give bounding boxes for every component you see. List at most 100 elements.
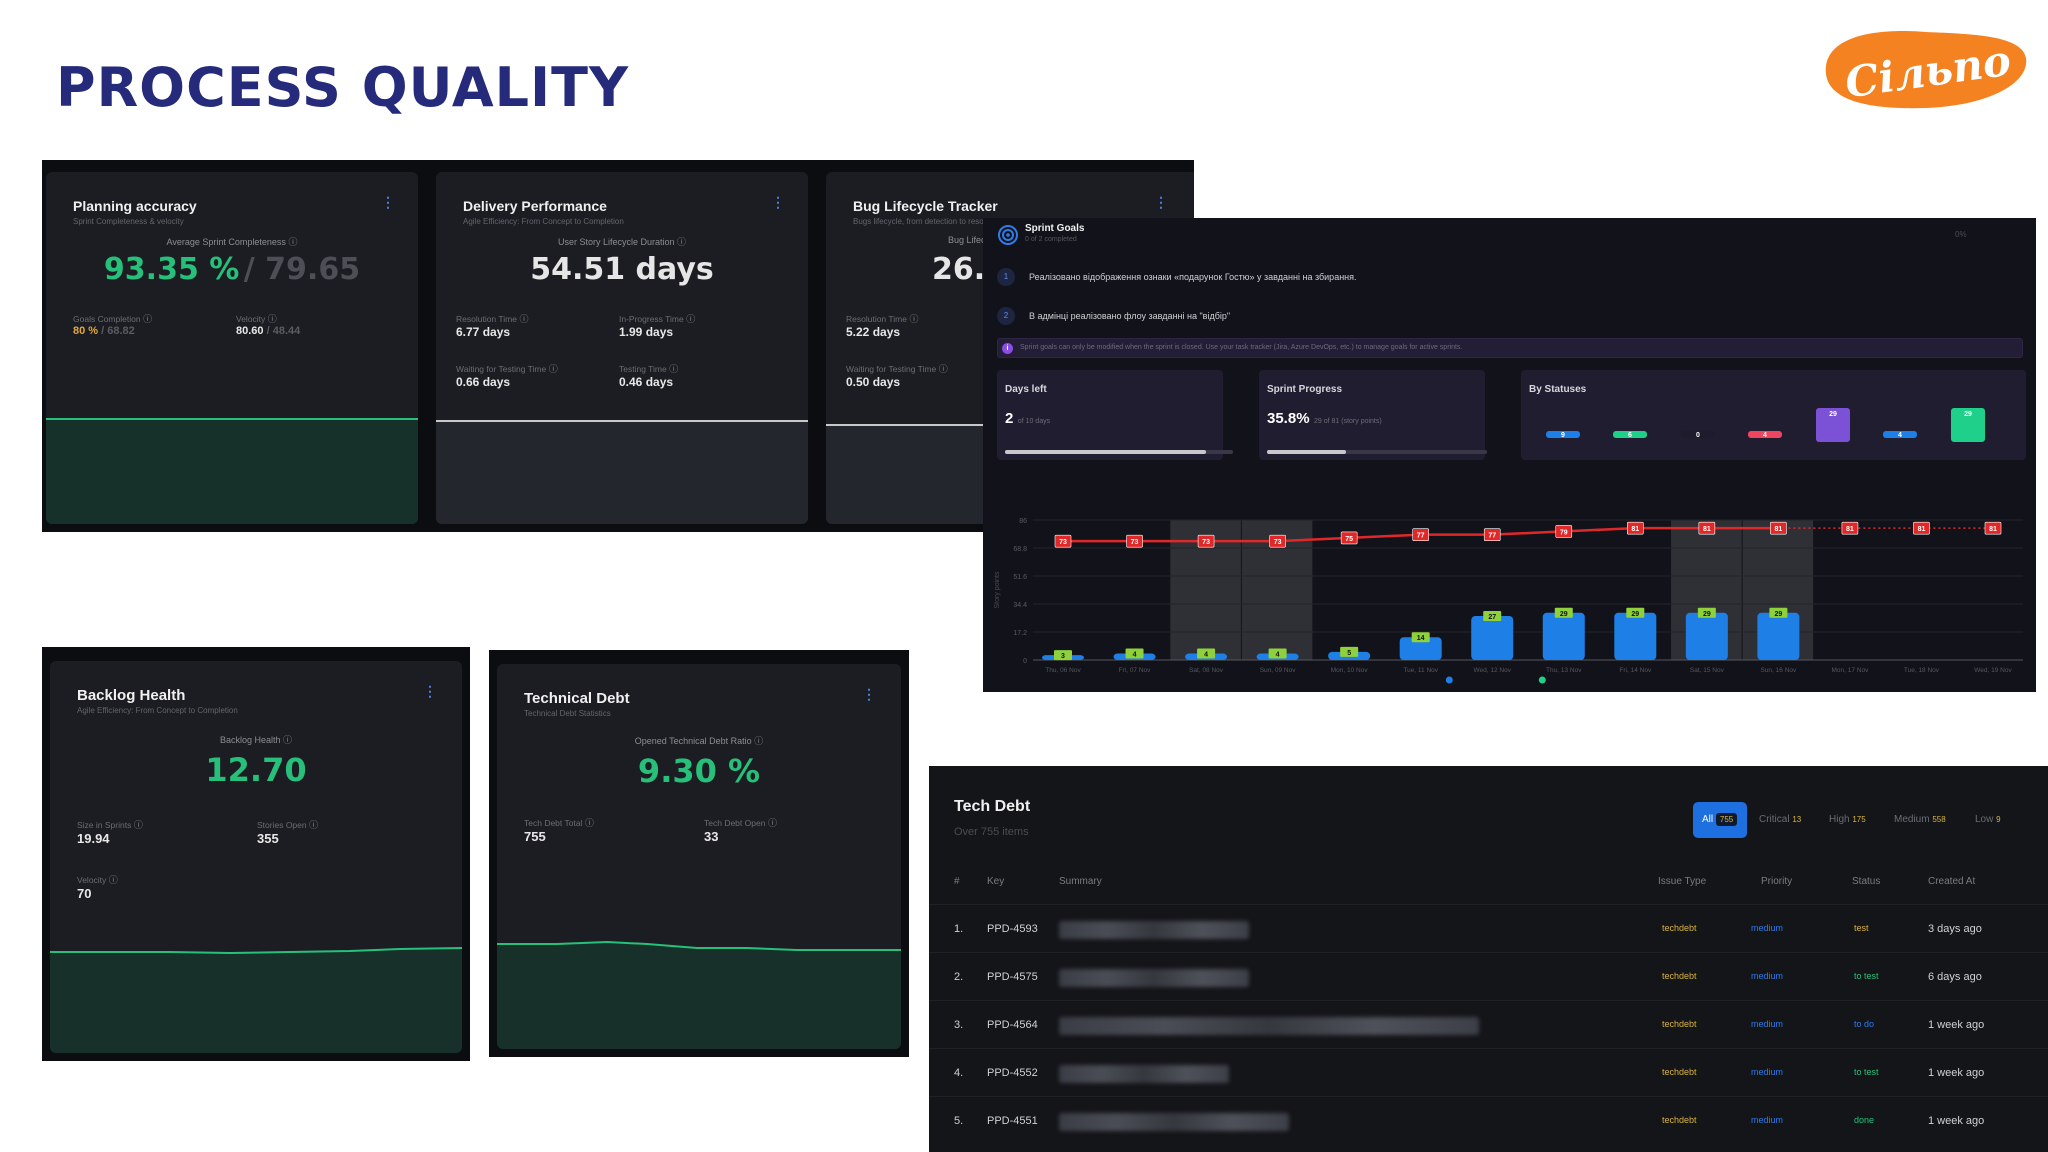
sprint-notice: i Sprint goals can only be modified when… <box>997 338 2023 358</box>
velocity-value: 70 <box>77 886 92 901</box>
line-value-label: 75 <box>1345 536 1353 543</box>
chart-bar <box>1542 612 1585 660</box>
filter-high[interactable]: High 175 <box>1829 814 1866 825</box>
backlog-health-card: Backlog Health Agile Efficiency: From Co… <box>50 661 462 1053</box>
bar-value-label: 3 <box>1061 653 1065 660</box>
delivery-performance-card: Delivery Performance Agile Efficiency: F… <box>436 172 808 524</box>
table-row[interactable]: 3. PPD-4564 techdebt medium to do 1 week ago <box>929 1000 2048 1048</box>
main-metric-label: Bug Lifecy <box>948 235 991 245</box>
main-metric-value: 9.30 % <box>637 752 761 790</box>
created-at: 3 days ago <box>1928 923 1982 935</box>
timeline-marker <box>1445 676 1453 684</box>
main-metric-label: User Story Lifecycle Duration <box>436 235 808 248</box>
by-statuses-box: By Statuses 9 6 0 4 29 4 29 <box>1521 370 2026 460</box>
bar-value-label: 29 <box>1560 611 1568 618</box>
line-point-label-bg <box>1984 521 2002 535</box>
bar-label-bg <box>1626 607 1645 618</box>
priority-badge: medium <box>1751 923 1784 933</box>
chart-bar <box>1614 612 1657 660</box>
more-options-icon[interactable] <box>381 194 395 211</box>
card-title: Delivery Performance <box>463 198 607 214</box>
line-value-label: 77 <box>1417 533 1425 540</box>
resolution-time-label: Resolution Time <box>456 312 528 325</box>
column-header[interactable]: Priority <box>1761 876 1793 887</box>
bar-value-label: 4 <box>1276 651 1280 658</box>
sparkline-chart <box>436 420 808 524</box>
line-point-label-bg <box>1054 534 1072 548</box>
target-icon <box>998 225 1018 245</box>
filter-low[interactable]: Low 9 <box>1975 814 2001 825</box>
table-row[interactable]: 2. PPD-4575 techdebt medium to test 6 days ag… <box>929 952 2048 1000</box>
status-bar: 29 <box>1816 408 1850 442</box>
size-in-sprints-label: Size in Sprints <box>77 818 143 831</box>
main-metric-label: Opened Technical Debt Ratio <box>497 734 901 747</box>
more-options-icon[interactable] <box>423 683 437 700</box>
bar-label-bg <box>1054 650 1072 661</box>
table-row[interactable]: 4. PPD-4552 techdebt medium to test 1 week ag… <box>929 1048 2048 1096</box>
row-number: 2. <box>954 971 964 983</box>
table-row[interactable]: 1. PPD-4593 techdebt medium test 3 days ago <box>929 904 2048 952</box>
days-left-box: Days left 2 of 10 days <box>997 370 1233 460</box>
priority-badge: medium <box>1751 1019 1784 1029</box>
chart-bar <box>1399 637 1442 660</box>
chart-bar <box>1471 616 1514 660</box>
column-header[interactable]: Created At <box>1928 876 1976 887</box>
column-header[interactable]: Issue Type <box>1658 876 1707 887</box>
days-progress-bar <box>1005 450 1233 454</box>
column-header[interactable]: Summary <box>1059 876 1102 887</box>
column-header[interactable]: Key <box>987 876 1005 887</box>
size-in-sprints-value: 19.94 <box>77 831 110 846</box>
card-subtitle: Agile Efficiency: From Concept to Comple… <box>463 217 624 226</box>
resolution-time-value: 6.77 days <box>456 325 511 339</box>
in-progress-time-value: 1.99 days <box>619 325 674 339</box>
filter-medium[interactable]: Medium 558 <box>1894 814 1946 825</box>
created-at: 6 days ago <box>1928 971 1982 983</box>
filter-critical[interactable]: Critical 13 <box>1759 814 1802 825</box>
y-tick-label: 68.8 <box>1013 546 1027 553</box>
resolution-time-label: Resolution Time <box>846 312 918 325</box>
stories-open-label: Stories Open <box>257 818 318 831</box>
table-row[interactable]: 5. PPD-4551 techdebt medium done 1 week ago <box>929 1096 2048 1144</box>
slide-title: PROCESS QUALITY <box>56 56 630 119</box>
bar-label-bg <box>1125 648 1144 659</box>
line-value-label: 81 <box>1989 526 1997 533</box>
table-body: 1. PPD-4593 techdebt medium test 3 days ago 2.… <box>929 904 2048 1152</box>
summary-redacted <box>1059 969 1249 987</box>
x-tick-label: Wed, 12 Nov <box>1473 667 1511 674</box>
bar-label-bg <box>1769 607 1788 618</box>
x-tick-label: Tue, 18 Nov <box>1904 667 1940 674</box>
x-tick-label: Wed, 19 Nov <box>1974 667 2012 674</box>
card-title: Technical Debt <box>524 690 630 707</box>
testing-time-label: Testing Time <box>619 362 678 375</box>
filter-all[interactable]: All 755 <box>1693 802 1747 838</box>
more-options-icon[interactable] <box>1154 194 1168 211</box>
more-options-icon[interactable] <box>771 194 785 211</box>
column-header[interactable]: # <box>954 876 960 887</box>
goals-label: Goals Completion <box>73 312 152 325</box>
bar-label-bg <box>1554 607 1573 618</box>
status-bar: 6 <box>1613 431 1647 439</box>
status-bar: 29 <box>1951 408 1985 442</box>
bar-label-bg <box>1483 611 1502 622</box>
x-tick-label: Thu, 13 Nov <box>1546 667 1582 674</box>
table-header: # Key Summary Issue Type Priority Status… <box>929 876 2048 902</box>
backlog-health-panel: Backlog Health Agile Efficiency: From Co… <box>42 647 470 1061</box>
main-metric-value: 12.70 <box>205 751 307 789</box>
more-options-icon[interactable] <box>862 686 876 703</box>
velocity-label: Velocity <box>236 312 277 325</box>
tech-debt-open-value: 33 <box>704 829 719 844</box>
x-tick-label: Mon, 10 Nov <box>1331 667 1369 674</box>
resolution-time-value: 5.22 days <box>846 325 901 339</box>
silpo-logo: Сільпо <box>1825 31 2027 109</box>
card-title: Backlog Health <box>77 687 186 704</box>
sprint-progress-box: Sprint Progress 35.8% 29 of 81 (story po… <box>1259 370 1487 460</box>
tech-debt-open-label: Tech Debt Open <box>704 816 777 829</box>
column-header[interactable]: Status <box>1852 876 1881 887</box>
status-badge: to do <box>1854 1019 1875 1029</box>
bar-label-bg <box>1411 632 1430 643</box>
x-tick-label: Sat, 08 Nov <box>1189 667 1224 674</box>
line-value-label: 79 <box>1560 529 1568 536</box>
line-value-label: 81 <box>1774 526 1782 533</box>
status-badge: test <box>1854 923 1869 933</box>
issue-type-badge: techdebt <box>1662 1019 1697 1029</box>
